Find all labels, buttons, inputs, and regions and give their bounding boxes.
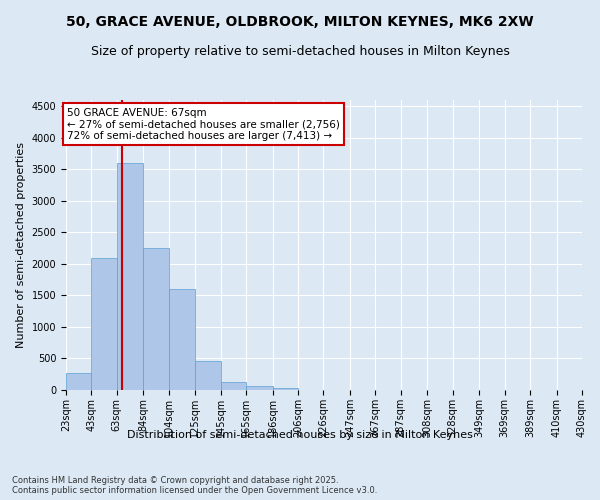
Bar: [169, 289, 196, 390]
Text: 50, GRACE AVENUE, OLDBROOK, MILTON KEYNES, MK6 2XW: 50, GRACE AVENUE, OLDBROOK, MILTON KEYNE…: [66, 15, 534, 29]
Bar: [196, 361, 221, 390]
Text: Contains HM Land Registry data © Crown copyright and database right 2025.
Contai: Contains HM Land Registry data © Crown c…: [12, 476, 377, 495]
Bar: [117, 163, 143, 390]
Text: Distribution of semi-detached houses by size in Milton Keynes: Distribution of semi-detached houses by …: [127, 430, 473, 440]
Text: Size of property relative to semi-detached houses in Milton Keynes: Size of property relative to semi-detach…: [91, 45, 509, 58]
Text: 50 GRACE AVENUE: 67sqm
← 27% of semi-detached houses are smaller (2,756)
72% of : 50 GRACE AVENUE: 67sqm ← 27% of semi-det…: [67, 108, 340, 141]
Y-axis label: Number of semi-detached properties: Number of semi-detached properties: [16, 142, 26, 348]
Bar: [221, 382, 246, 390]
Bar: [246, 386, 272, 390]
Bar: [143, 248, 169, 390]
Bar: [91, 258, 117, 390]
Bar: [272, 388, 298, 390]
Bar: [66, 373, 91, 390]
